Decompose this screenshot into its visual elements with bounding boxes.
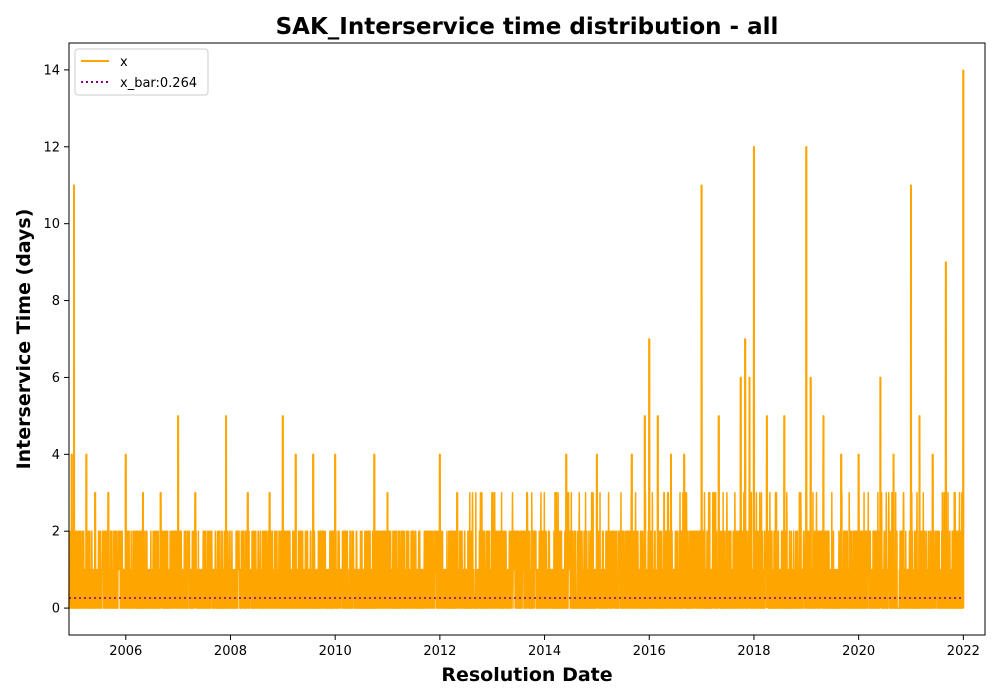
x-axis-label: Resolution Date <box>441 664 612 686</box>
x-tick-label: 2008 <box>214 644 247 659</box>
x-tick-label: 2020 <box>842 644 875 659</box>
x-tick-label: 2010 <box>319 644 352 659</box>
y-tick-label: 10 <box>43 217 60 232</box>
series-line-x <box>68 69 964 609</box>
legend-label-x-bar: x_bar:0.264 <box>120 76 197 91</box>
x-tick-label: 2012 <box>423 644 456 659</box>
x-tick-label: 2018 <box>737 644 770 659</box>
x-tick-label: 2014 <box>528 644 561 659</box>
y-tick-label: 6 <box>52 371 60 386</box>
y-tick-label: 0 <box>52 602 60 617</box>
y-tick-label: 8 <box>52 294 60 309</box>
x-tick-label: 2022 <box>947 644 980 659</box>
y-tick-label: 4 <box>52 448 60 463</box>
y-tick-label: 14 <box>43 63 60 78</box>
x-axis: 2006 2008 2010 2012 2014 2016 2018 2020 2022 <box>109 635 980 659</box>
y-tick-label: 2 <box>52 525 60 540</box>
legend-label-x: x <box>120 55 128 70</box>
y-axis: 0 2 4 6 8 10 12 14 <box>43 63 69 617</box>
plot-area <box>68 69 965 609</box>
y-tick-label: 12 <box>43 140 60 155</box>
chart-title: SAK_Interservice time distribution - all <box>276 14 779 40</box>
legend: x x_bar:0.264 <box>74 48 209 96</box>
x-tick-label: 2006 <box>109 644 142 659</box>
y-axis-label: Interservice Time (days) <box>13 209 35 470</box>
x-tick-label: 2016 <box>633 644 666 659</box>
plot-frame <box>68 42 986 636</box>
